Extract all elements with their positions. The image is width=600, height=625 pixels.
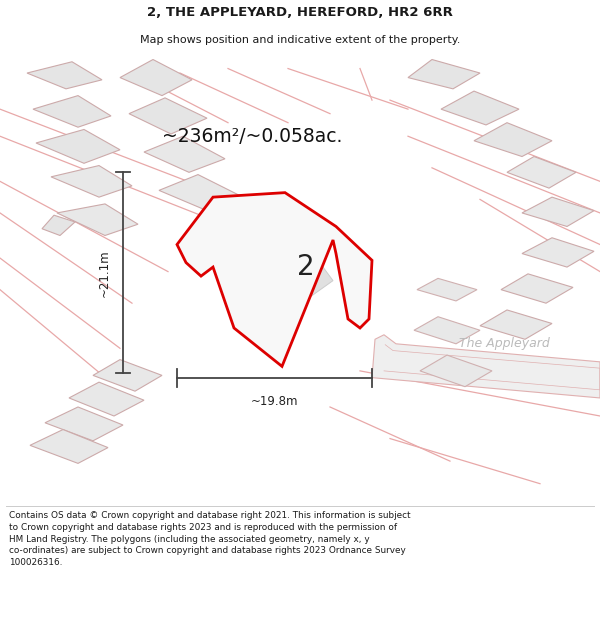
Polygon shape (42, 215, 75, 236)
Text: ~236m²/~0.058ac.: ~236m²/~0.058ac. (162, 127, 343, 146)
Polygon shape (522, 197, 594, 226)
Polygon shape (69, 382, 144, 416)
Text: Contains OS data © Crown copyright and database right 2021. This information is : Contains OS data © Crown copyright and d… (9, 511, 410, 567)
Polygon shape (144, 136, 225, 172)
Text: Map shows position and indicative extent of the property.: Map shows position and indicative extent… (140, 34, 460, 44)
Polygon shape (57, 204, 138, 236)
Polygon shape (372, 335, 600, 398)
Polygon shape (420, 355, 492, 387)
Polygon shape (33, 96, 111, 128)
Polygon shape (234, 220, 333, 321)
Polygon shape (93, 359, 162, 391)
Polygon shape (45, 407, 123, 441)
Polygon shape (177, 192, 372, 366)
Polygon shape (441, 91, 519, 125)
Text: 2: 2 (297, 253, 315, 281)
Text: The Appleyard: The Appleyard (458, 338, 550, 350)
Polygon shape (27, 62, 102, 89)
Polygon shape (159, 174, 243, 211)
Polygon shape (417, 278, 477, 301)
Polygon shape (408, 59, 480, 89)
Polygon shape (120, 59, 192, 96)
Polygon shape (480, 310, 552, 339)
Polygon shape (507, 156, 576, 188)
Polygon shape (474, 122, 552, 156)
Text: 2, THE APPLEYARD, HEREFORD, HR2 6RR: 2, THE APPLEYARD, HEREFORD, HR2 6RR (147, 6, 453, 19)
Polygon shape (414, 317, 480, 344)
Polygon shape (51, 166, 132, 197)
Polygon shape (30, 429, 108, 463)
Polygon shape (522, 238, 594, 267)
Text: ~21.1m: ~21.1m (97, 249, 110, 296)
Polygon shape (501, 274, 573, 303)
Polygon shape (36, 129, 120, 163)
Text: ~19.8m: ~19.8m (251, 395, 298, 408)
Polygon shape (129, 98, 207, 134)
